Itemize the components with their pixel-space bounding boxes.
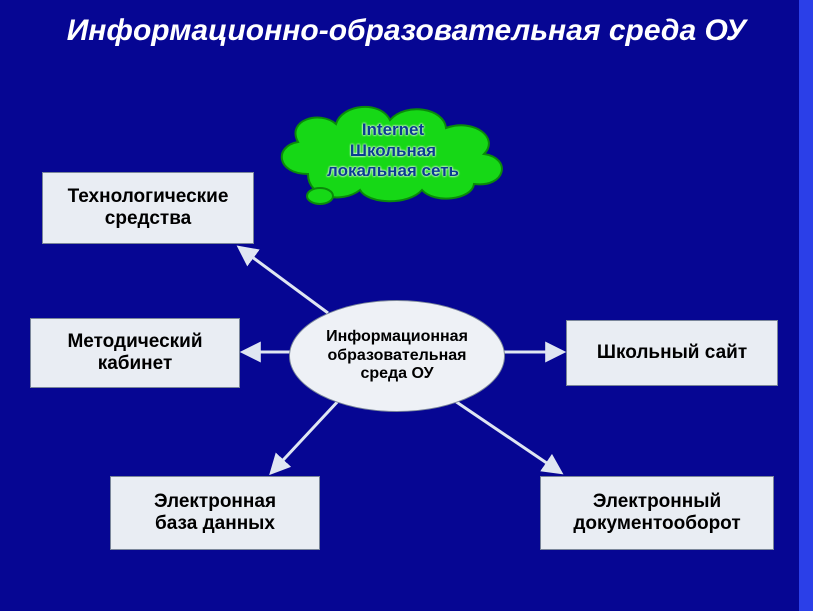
center-oval: Информационнаяобразовательнаясреда ОУ	[289, 300, 505, 412]
cloud-label: InternetШкольнаялокальная сеть	[309, 120, 477, 181]
slide-title: Информационно-образовательная среда ОУ	[0, 14, 813, 49]
box-method: Методическийкабинет	[30, 318, 240, 388]
center-label: Информационнаяобразовательнаясреда ОУ	[326, 328, 468, 383]
box-edoc: Электронныйдокументооборот	[540, 476, 774, 550]
arrow-db	[272, 399, 340, 472]
arrow-tech	[240, 248, 328, 313]
arrow-edoc	[452, 399, 560, 472]
box-db-label: Электроннаябаза данных	[154, 491, 276, 535]
box-db: Электроннаябаза данных	[110, 476, 320, 550]
box-tech: Технологическиесредства	[42, 172, 254, 244]
box-site: Школьный сайт	[566, 320, 778, 386]
box-site-label: Школьный сайт	[597, 342, 747, 364]
cloud-internet: InternetШкольнаялокальная сеть	[268, 96, 518, 206]
accent-strip	[799, 0, 813, 611]
box-tech-label: Технологическиесредства	[68, 186, 229, 230]
box-method-label: Методическийкабинет	[67, 331, 202, 375]
box-edoc-label: Электронныйдокументооборот	[573, 491, 740, 535]
